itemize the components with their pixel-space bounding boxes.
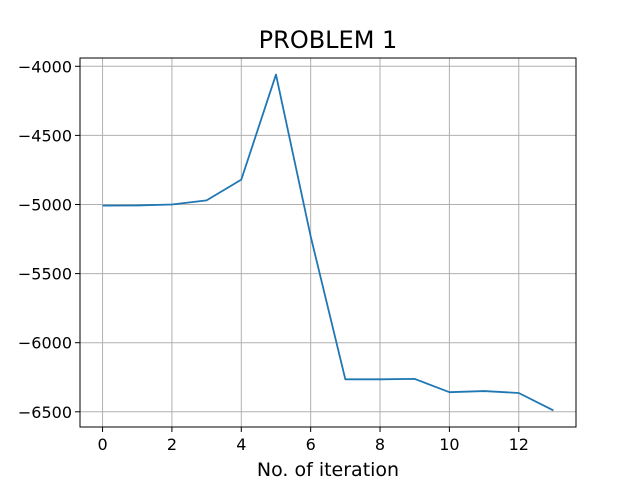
x-tick-label: 10 — [439, 435, 459, 454]
series-lines — [102, 73, 554, 412]
x-axis-label: No. of iteration — [257, 459, 399, 480]
x-tick-label: 6 — [306, 435, 316, 454]
tick-labels: 0 2 4 6 8 10 12 −4000 −4500 −5000 −5500 −6000 −6500 — [18, 57, 529, 454]
x-tick-label: 12 — [509, 435, 529, 454]
x-tick-label: 8 — [375, 435, 385, 454]
x-tick-label: 0 — [97, 435, 107, 454]
plot-background — [80, 58, 576, 427]
x-tick-label: 2 — [167, 435, 177, 454]
y-tick-label: −4500 — [18, 126, 72, 145]
tick-marks — [75, 65, 520, 432]
y-tick-label: −5000 — [18, 195, 72, 214]
y-tick-label: −4000 — [18, 57, 72, 76]
y-tick-label: −6000 — [18, 334, 72, 353]
plot-frame — [79, 57, 577, 428]
y-tick-label: −6500 — [18, 403, 72, 422]
chart-title: PROBLEM 1 — [259, 26, 398, 54]
grid-lines — [80, 58, 576, 427]
y-tick-label: −5500 — [18, 265, 72, 284]
x-tick-label: 4 — [236, 435, 246, 454]
series-line — [102, 73, 554, 412]
